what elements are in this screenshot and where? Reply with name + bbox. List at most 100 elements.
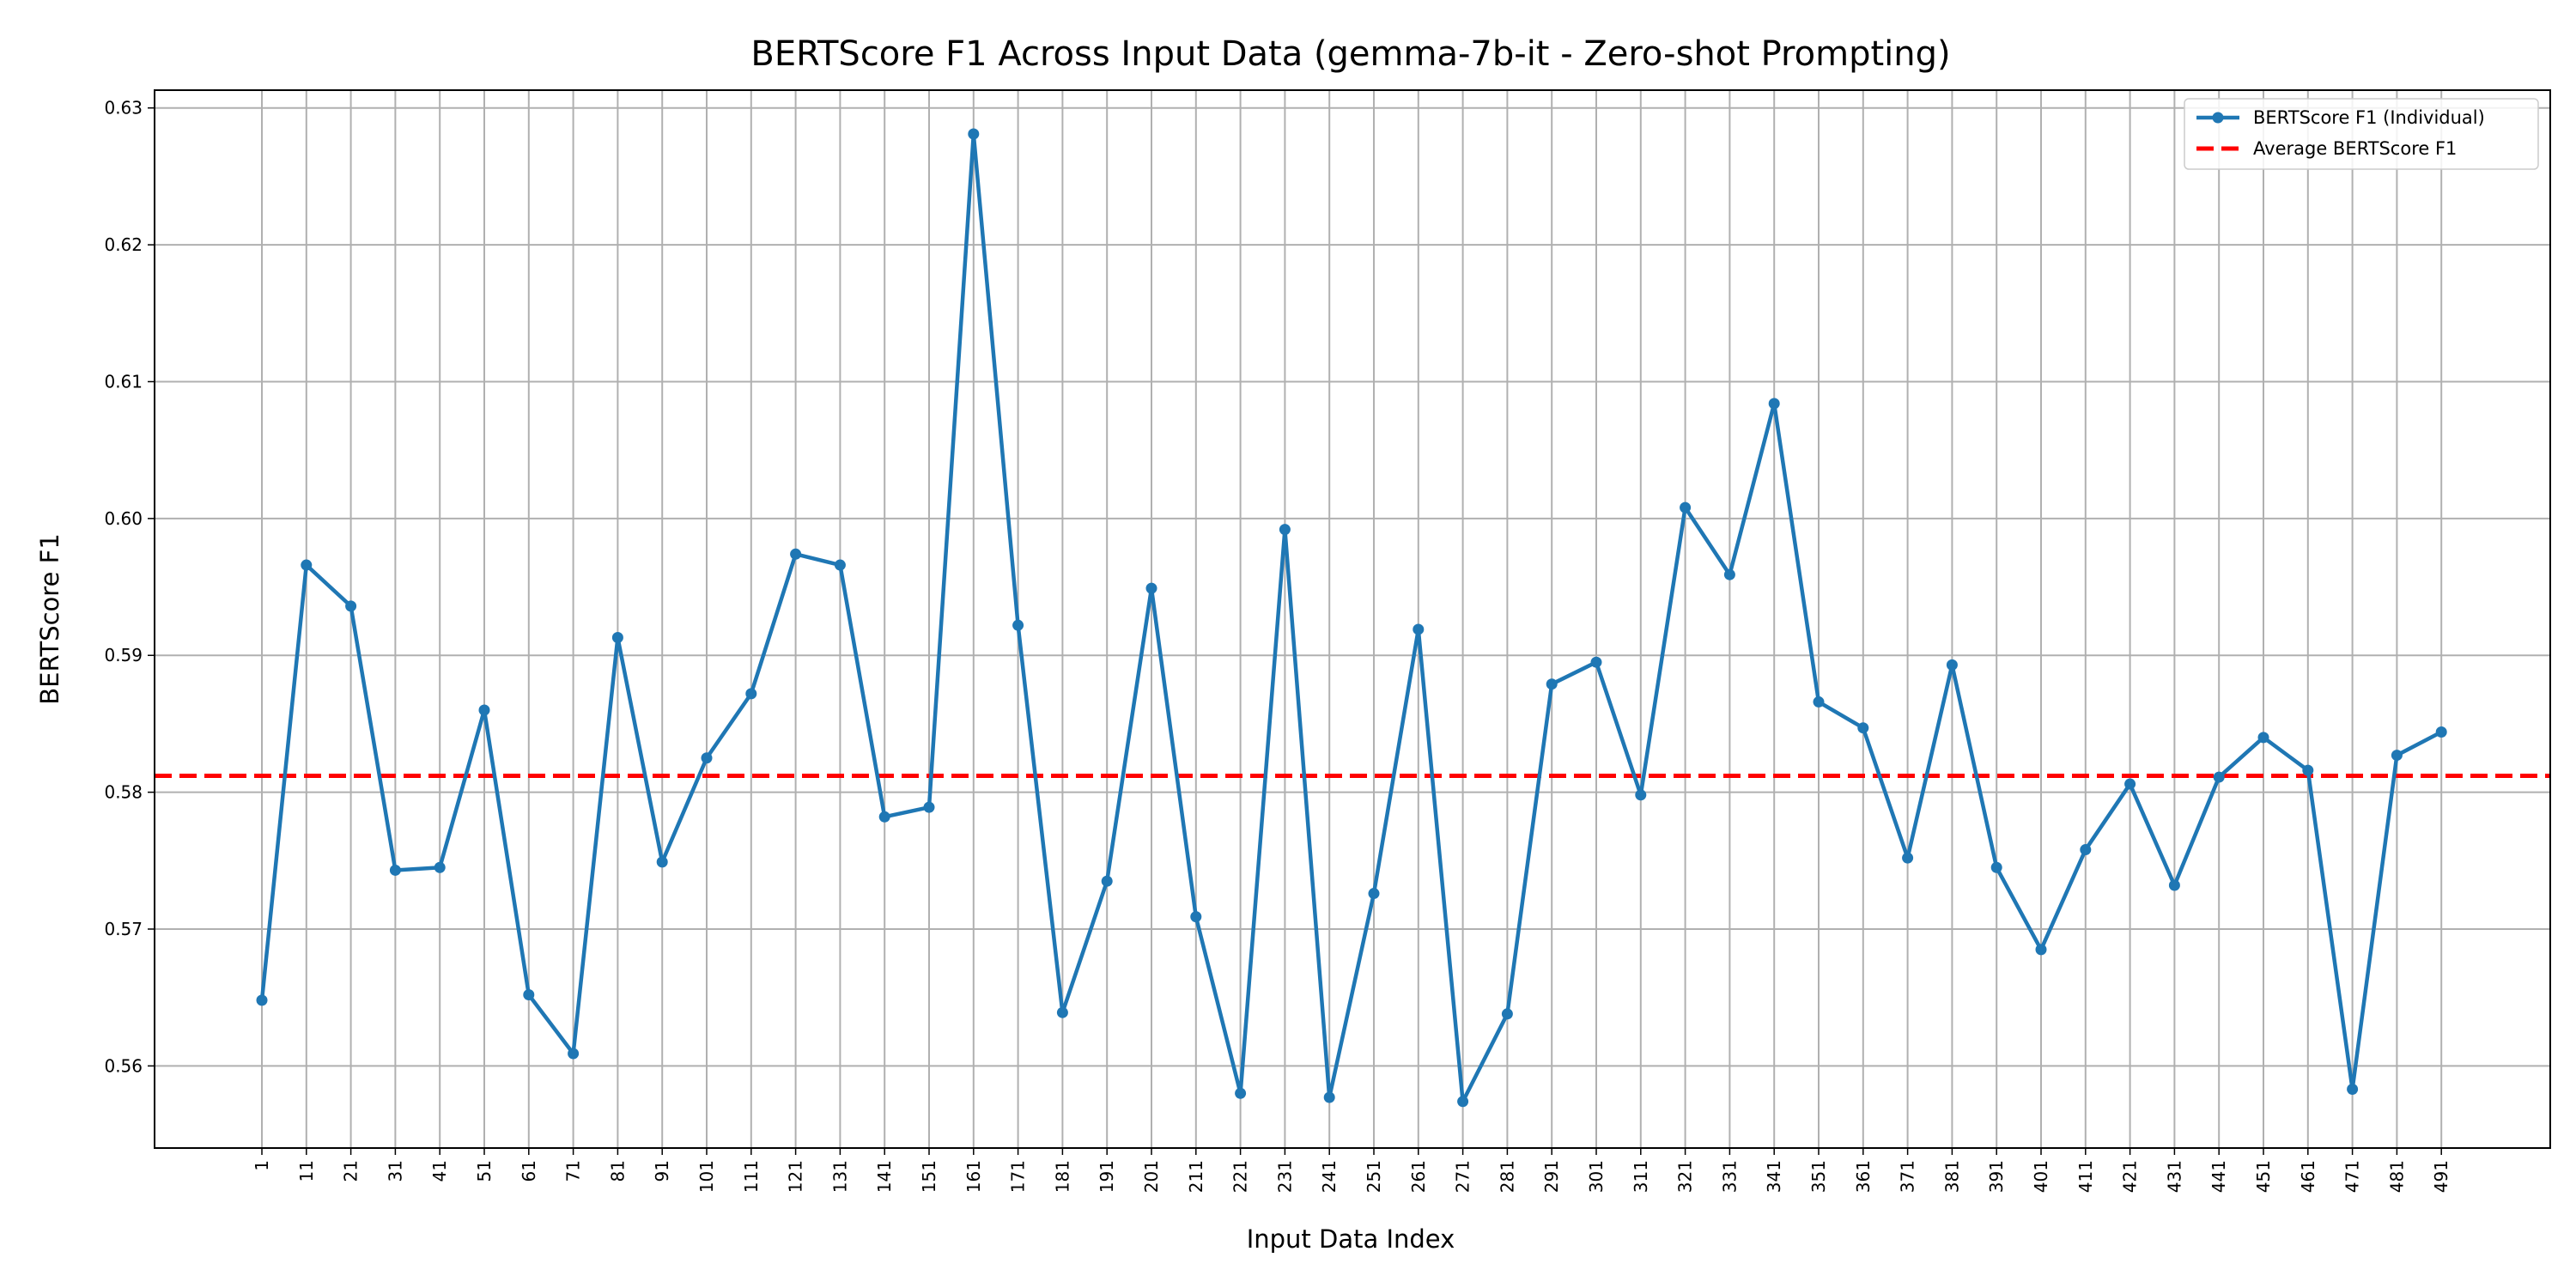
x-tick-label: 461 bbox=[2298, 1160, 2318, 1193]
data-point bbox=[878, 811, 890, 823]
y-tick-label: 0.62 bbox=[104, 234, 143, 255]
y-tick-label: 0.56 bbox=[104, 1055, 143, 1076]
data-point bbox=[1145, 582, 1157, 594]
data-point bbox=[2435, 726, 2447, 738]
x-tick-label: 291 bbox=[1541, 1160, 1562, 1193]
data-point bbox=[2347, 1083, 2359, 1095]
data-point bbox=[1368, 888, 1380, 900]
x-tick-label: 11 bbox=[296, 1160, 317, 1182]
x-tick-label: 441 bbox=[2208, 1160, 2229, 1193]
data-point bbox=[1546, 678, 1558, 690]
x-tick-label: 231 bbox=[1274, 1160, 1295, 1193]
x-tick-label: 301 bbox=[1586, 1160, 1607, 1193]
x-tick-label: 271 bbox=[1453, 1160, 1473, 1193]
y-axis-label: BERTScore F1 bbox=[35, 533, 64, 705]
x-tick-label: 281 bbox=[1497, 1160, 1517, 1193]
data-point bbox=[1413, 623, 1425, 635]
data-point bbox=[1235, 1087, 1247, 1099]
x-tick-label: 471 bbox=[2342, 1160, 2363, 1193]
data-point bbox=[701, 752, 713, 764]
y-tick-label: 0.58 bbox=[104, 782, 143, 803]
data-point bbox=[568, 1048, 580, 1060]
data-point bbox=[1279, 524, 1291, 536]
data-point bbox=[790, 548, 802, 560]
x-tick-label: 351 bbox=[1808, 1160, 1829, 1193]
x-tick-label: 331 bbox=[1719, 1160, 1740, 1193]
data-point bbox=[1723, 568, 1735, 580]
data-point bbox=[1323, 1091, 1335, 1103]
x-tick-label: 171 bbox=[1008, 1160, 1029, 1193]
data-point bbox=[1190, 911, 1202, 923]
data-point bbox=[2257, 732, 2269, 744]
data-point bbox=[1501, 1008, 1513, 1020]
data-point bbox=[301, 559, 313, 571]
x-tick-label: 491 bbox=[2431, 1160, 2451, 1193]
y-tick-label: 0.63 bbox=[104, 98, 143, 118]
y-tick-label: 0.57 bbox=[104, 919, 143, 939]
x-tick-label: 201 bbox=[1141, 1160, 1162, 1193]
x-tick-label: 251 bbox=[1364, 1160, 1384, 1193]
data-point bbox=[345, 600, 357, 612]
x-tick-label: 381 bbox=[1941, 1160, 1962, 1193]
data-point bbox=[968, 128, 980, 140]
x-tick-label: 71 bbox=[563, 1160, 584, 1182]
legend-marker-individual bbox=[2212, 112, 2224, 124]
data-point bbox=[1857, 722, 1869, 734]
x-tick-label: 91 bbox=[652, 1160, 672, 1182]
x-axis: 1 11 21 31 41 51 61 71 81 91 101 111 121 131 141 151 161… bbox=[252, 1148, 2451, 1193]
x-tick-label: 161 bbox=[963, 1160, 984, 1193]
x-tick-label: 41 bbox=[429, 1160, 450, 1182]
x-tick-label: 1 bbox=[252, 1160, 272, 1171]
y-axis: 0.56 0.57 0.58 0.59 0.60 0.61 0.62 0.63 bbox=[104, 98, 155, 1076]
data-point bbox=[1635, 789, 1647, 801]
x-tick-label: 371 bbox=[1898, 1160, 1918, 1193]
x-tick-label: 81 bbox=[607, 1160, 628, 1182]
x-tick-label: 341 bbox=[1764, 1160, 1784, 1193]
x-tick-label: 311 bbox=[1631, 1160, 1651, 1193]
data-point bbox=[656, 856, 668, 868]
x-tick-label: 361 bbox=[1853, 1160, 1874, 1193]
x-tick-label: 411 bbox=[2075, 1160, 2096, 1193]
data-point bbox=[389, 864, 401, 876]
data-point bbox=[611, 632, 623, 644]
x-tick-label: 211 bbox=[1186, 1160, 1206, 1193]
data-point bbox=[1990, 861, 2002, 873]
data-point bbox=[1590, 656, 1602, 668]
x-tick-label: 451 bbox=[2253, 1160, 2274, 1193]
data-point bbox=[434, 861, 446, 873]
x-tick-label: 431 bbox=[2164, 1160, 2184, 1193]
data-point bbox=[1813, 696, 1825, 708]
x-tick-label: 481 bbox=[2386, 1160, 2407, 1193]
data-point bbox=[523, 988, 535, 1000]
x-tick-label: 121 bbox=[786, 1160, 806, 1193]
data-point bbox=[1012, 619, 1024, 631]
data-point bbox=[1680, 501, 1692, 513]
y-tick-label: 0.60 bbox=[104, 508, 143, 529]
x-tick-label: 101 bbox=[696, 1160, 717, 1193]
legend-label-average: Average BERTScore F1 bbox=[2253, 138, 2457, 159]
x-tick-label: 141 bbox=[874, 1160, 895, 1193]
x-tick-label: 221 bbox=[1230, 1160, 1251, 1193]
x-tick-label: 21 bbox=[341, 1160, 361, 1182]
data-point bbox=[1457, 1096, 1469, 1108]
series-line bbox=[259, 131, 2443, 1104]
data-point bbox=[1768, 398, 1780, 410]
data-point bbox=[923, 801, 935, 813]
x-tick-label: 61 bbox=[519, 1160, 539, 1182]
data-point bbox=[1056, 1006, 1068, 1018]
x-tick-label: 321 bbox=[1675, 1160, 1696, 1193]
x-tick-label: 51 bbox=[474, 1160, 495, 1182]
x-tick-label: 261 bbox=[1408, 1160, 1429, 1193]
x-tick-label: 421 bbox=[2120, 1160, 2141, 1193]
legend-box bbox=[2184, 98, 2539, 170]
grid bbox=[155, 90, 2550, 1148]
data-point bbox=[1902, 852, 1914, 864]
data-point bbox=[2391, 750, 2403, 762]
data-point bbox=[2080, 844, 2092, 856]
x-tick-label: 241 bbox=[1319, 1160, 1340, 1193]
legend-label-individual: BERTScore F1 (Individual) bbox=[2253, 107, 2485, 128]
x-axis-label: Input Data Index bbox=[1247, 1224, 1455, 1254]
data-point bbox=[1946, 659, 1958, 671]
